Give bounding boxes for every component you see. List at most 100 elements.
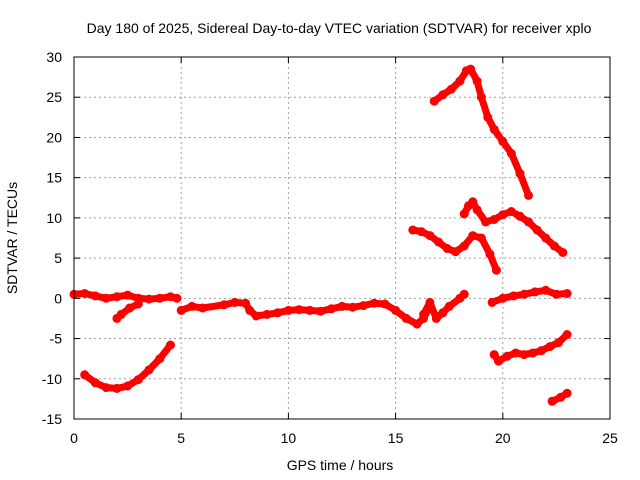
data-point	[455, 76, 465, 86]
series-upper-mid	[459, 197, 568, 257]
data-point	[408, 225, 418, 235]
data-point	[556, 392, 566, 402]
data-point	[155, 354, 165, 364]
data-point	[176, 305, 186, 315]
data-point	[468, 231, 478, 241]
data-point	[316, 306, 326, 316]
data-point	[326, 304, 336, 314]
data-point	[80, 370, 90, 380]
data-point	[489, 215, 499, 224]
data-point	[438, 90, 448, 100]
data-point	[442, 244, 452, 253]
series-morning-arc	[80, 340, 175, 393]
data-point	[446, 84, 456, 94]
data-point	[554, 338, 563, 348]
data-point	[483, 112, 493, 122]
series-high-peak	[429, 64, 533, 200]
x-tick-label: 0	[70, 430, 78, 446]
series-late-low	[547, 388, 572, 406]
x-tick-label: 25	[602, 430, 618, 446]
data-point	[489, 350, 499, 360]
data-point	[536, 346, 546, 356]
data-point	[219, 300, 229, 310]
y-tick-label: 30	[46, 49, 62, 65]
data-point	[230, 297, 240, 307]
series-dip-track	[112, 299, 143, 323]
data-point	[305, 305, 315, 315]
x-tick-label: 10	[281, 430, 297, 446]
data-point	[506, 207, 516, 216]
data-point	[144, 365, 154, 375]
data-point	[502, 351, 512, 361]
data-point	[485, 249, 495, 259]
data-point	[468, 197, 478, 207]
x-axis-title: GPS time / hours	[287, 457, 394, 473]
data-point	[241, 298, 250, 308]
data-point	[541, 233, 551, 243]
data-point	[459, 289, 469, 299]
data-point	[476, 233, 486, 243]
data-point	[245, 305, 255, 315]
data-point	[187, 301, 197, 311]
data-point	[380, 299, 390, 309]
data-point	[419, 309, 428, 319]
series-afternoon-dip	[419, 289, 469, 323]
data-point	[425, 297, 435, 307]
series-evening-zero	[487, 285, 572, 307]
series-baseline-track	[69, 289, 182, 304]
data-point	[337, 301, 347, 311]
data-point	[515, 211, 525, 221]
series-mid-track	[408, 225, 501, 275]
x-tick-label: 15	[388, 430, 404, 446]
y-tick-label: -15	[42, 411, 62, 427]
y-tick-label: 10	[46, 210, 62, 226]
data-point	[369, 298, 379, 308]
data-point	[431, 313, 441, 323]
x-tick-label: 5	[177, 430, 185, 446]
data-point	[429, 96, 439, 106]
data-point	[551, 289, 561, 299]
data-point	[547, 396, 557, 406]
data-point	[524, 217, 533, 227]
data-point	[498, 210, 508, 220]
data-point	[101, 383, 111, 393]
data-point	[133, 375, 143, 385]
data-point	[412, 319, 422, 329]
data-point	[112, 383, 122, 393]
data-point	[251, 311, 261, 321]
data-point	[166, 340, 175, 350]
data-point	[273, 308, 283, 318]
data-point	[494, 356, 503, 366]
data-point	[123, 381, 133, 391]
data-point	[438, 308, 448, 318]
data-point	[545, 342, 555, 352]
data-point	[466, 64, 476, 74]
data-point	[112, 292, 122, 302]
data-point	[459, 241, 469, 251]
data-point	[558, 248, 568, 257]
y-tick-label: -10	[42, 371, 62, 387]
data-point	[391, 305, 401, 315]
data-point	[472, 205, 482, 215]
data-point	[562, 330, 572, 339]
data-point	[125, 303, 135, 313]
series-evening-low	[489, 330, 572, 366]
data-point	[459, 209, 469, 219]
tick-labels: 0 5 10 15 20 25 -15 -10 -5 0 5 10 15 20 25 30	[42, 49, 618, 446]
data-point	[155, 293, 165, 303]
y-tick-label: 20	[46, 129, 62, 145]
data-point	[80, 289, 90, 298]
data-point	[487, 297, 497, 307]
data-point	[283, 305, 293, 315]
data-point	[123, 290, 133, 300]
data-point	[472, 76, 482, 86]
data-point	[481, 217, 491, 227]
data-point	[498, 137, 508, 146]
plot-frame	[73, 56, 611, 420]
data-point	[133, 299, 143, 309]
data-point	[498, 293, 508, 303]
data-point	[434, 237, 443, 247]
data-point	[90, 378, 100, 388]
data-point	[451, 247, 461, 257]
